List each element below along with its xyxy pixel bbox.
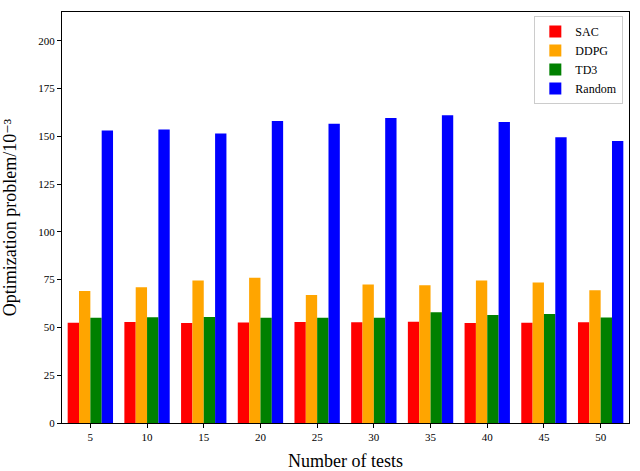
svg-text:20: 20 (255, 431, 267, 443)
svg-text:40: 40 (482, 431, 494, 443)
svg-text:10: 10 (142, 431, 154, 443)
svg-text:100: 100 (38, 226, 55, 238)
svg-text:175: 175 (38, 82, 55, 94)
svg-text:SAC: SAC (575, 25, 598, 39)
svg-text:TD3: TD3 (575, 63, 597, 77)
svg-text:75: 75 (44, 273, 56, 285)
svg-text:30: 30 (368, 431, 380, 443)
svg-text:15: 15 (198, 431, 210, 443)
svg-text:5: 5 (88, 431, 94, 443)
svg-text:25: 25 (312, 431, 324, 443)
svg-text:25: 25 (44, 369, 56, 381)
svg-text:Number of tests: Number of tests (288, 451, 403, 471)
svg-text:Random: Random (575, 82, 616, 96)
svg-text:125: 125 (38, 178, 55, 190)
svg-text:50: 50 (44, 321, 56, 333)
svg-text:45: 45 (538, 431, 550, 443)
svg-text:200: 200 (38, 35, 55, 47)
svg-text:Optimization problem/10⁻³: Optimization problem/10⁻³ (0, 118, 20, 316)
svg-text:35: 35 (425, 431, 437, 443)
svg-text:150: 150 (38, 130, 55, 142)
svg-text:50: 50 (595, 431, 607, 443)
svg-text:0: 0 (49, 417, 55, 429)
svg-text:DDPG: DDPG (575, 44, 608, 58)
